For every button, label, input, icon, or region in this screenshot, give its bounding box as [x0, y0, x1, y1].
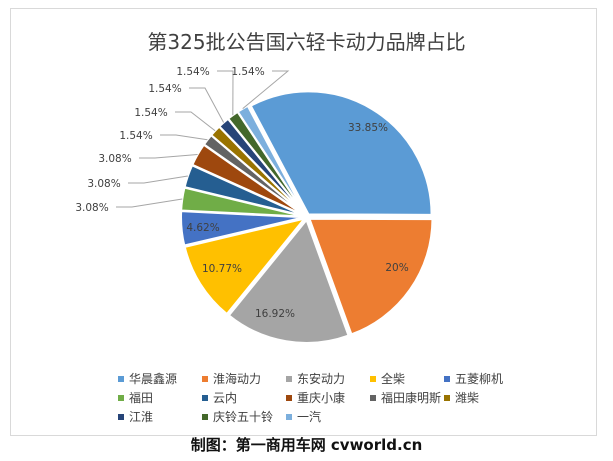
pie-slice-12 [236, 104, 307, 215]
legend-swatch [118, 394, 124, 401]
legend-item: 江淮 [118, 408, 202, 425]
legend-item: 重庆小康 [286, 389, 370, 406]
data-label: 33.85% [348, 122, 388, 134]
leader-line [128, 175, 188, 184]
legend-label: 福田 [129, 391, 154, 405]
chart-frame [10, 8, 597, 436]
data-label: 3.08% [98, 153, 131, 165]
legend-label: 五菱柳机 [455, 372, 504, 386]
legend-label: 重庆小康 [297, 391, 346, 405]
legend-swatch [202, 375, 208, 382]
legend-label: 华晨鑫源 [129, 372, 178, 386]
legend-item: 福田 [118, 389, 202, 406]
legend-swatch [118, 375, 124, 382]
legend-swatch [370, 375, 376, 382]
legend: 华晨鑫源 淮海动力 东安动力 全柴 五菱柳机福田 云内 重庆小康 福田康明斯 潍柴江淮 庆铃五十铃… [118, 370, 538, 425]
legend-swatch [444, 375, 450, 382]
legend-item: 潍柴 [444, 389, 528, 406]
legend-item: 一汽 [286, 408, 370, 425]
legend-label: 福田康明斯 [381, 391, 442, 405]
data-label: 10.77% [202, 263, 242, 275]
legend-label: 江淮 [129, 410, 154, 424]
pie-slice-1 [308, 217, 434, 336]
legend-swatch [202, 413, 208, 420]
legend-item: 福田康明斯 [370, 389, 444, 406]
data-label: 1.54% [134, 107, 167, 119]
leader-line [242, 70, 290, 110]
leader-line [160, 134, 208, 141]
legend-swatch [286, 394, 292, 401]
leader-line [139, 154, 198, 159]
legend-label: 庆铃五十铃 [213, 410, 274, 424]
legend-swatch [118, 413, 124, 420]
legend-item: 淮海动力 [202, 370, 286, 387]
legend-swatch [370, 394, 376, 401]
data-label: 3.08% [75, 202, 108, 214]
leader-line [217, 70, 234, 116]
chart-title: 第325批公告国六轻卡动力品牌占比 [147, 30, 466, 54]
legend-item: 东安动力 [286, 370, 370, 387]
legend-item: 五菱柳机 [444, 370, 528, 387]
pie-slice-3 [183, 216, 308, 316]
data-label: 1.54% [148, 83, 181, 95]
data-label: 3.08% [87, 178, 120, 190]
legend-item: 华晨鑫源 [118, 370, 202, 387]
legend-label: 潍柴 [455, 391, 480, 405]
data-label: 4.62% [186, 222, 219, 234]
data-label: 1.54% [231, 66, 264, 78]
legend-label: 淮海动力 [213, 372, 262, 386]
data-label: 1.54% [119, 130, 152, 142]
pie-slice-0 [249, 90, 433, 216]
footer-credit: 制图：第一商用车网 cvworld.cn [190, 436, 423, 454]
leader-line [116, 198, 183, 208]
legend-item: 云内 [202, 389, 286, 406]
legend-swatch [286, 413, 292, 420]
pie-slice-2 [227, 217, 350, 344]
leader-line [175, 111, 216, 132]
legend-label: 全柴 [381, 372, 406, 386]
legend-item: 庆铃五十铃 [202, 408, 286, 425]
legend-label: 云内 [213, 391, 238, 405]
legend-swatch [286, 375, 292, 382]
data-label: 20% [385, 262, 408, 274]
legend-swatch [202, 394, 208, 401]
legend-swatch [444, 394, 450, 401]
data-label: 1.54% [176, 66, 209, 78]
legend-label: 东安动力 [297, 372, 346, 386]
data-label: 16.92% [255, 308, 295, 320]
legend-label: 一汽 [297, 410, 322, 424]
legend-item: 全柴 [370, 370, 444, 387]
leader-line [189, 87, 225, 123]
